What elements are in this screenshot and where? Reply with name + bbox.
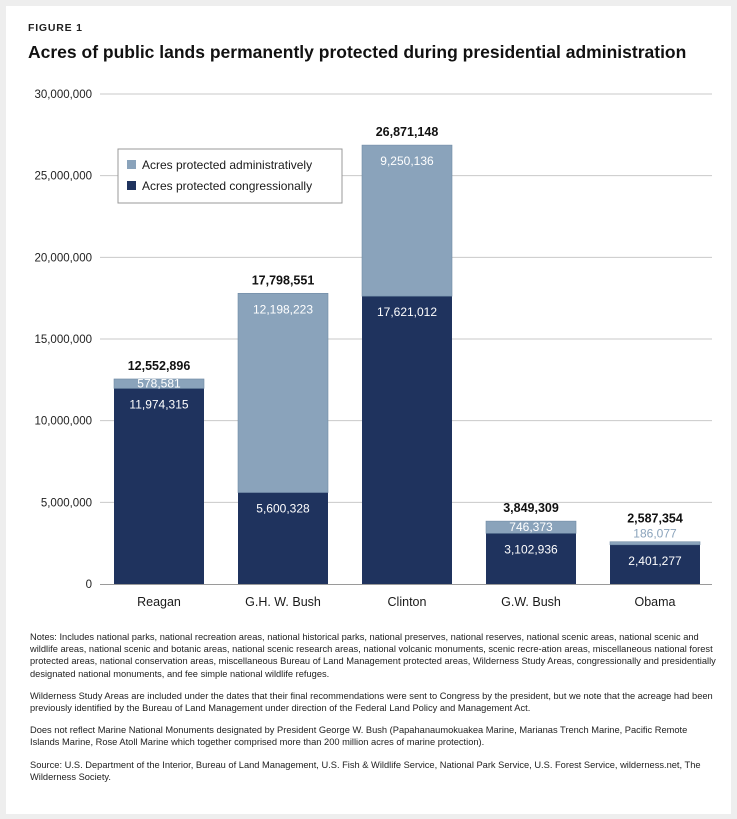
bar-congressional: [238, 492, 328, 584]
x-tick-label: Reagan: [137, 595, 181, 609]
bar-administrative-outline: [237, 292, 329, 493]
bars: [113, 144, 701, 584]
chart-title: Acres of public lands permanently protec…: [28, 42, 687, 62]
x-tick-label: G.W. Bush: [501, 595, 561, 609]
data-label-total: 2,587,354: [627, 512, 683, 526]
bar-administrative: [114, 378, 204, 389]
y-tick-label: 5,000,000: [41, 497, 92, 509]
notes-section: Notes: Includes national parks, national…: [30, 631, 716, 793]
note-source: Source: U.S. Department of the Interior,…: [30, 759, 701, 782]
bar-administrative: [486, 521, 576, 534]
data-label-congressional: 17,621,012: [377, 305, 437, 319]
bar-congressional: [114, 388, 204, 584]
data-labels: 11,974,315 578,581 12,552,896 5,600,328 12,1…: [128, 125, 683, 568]
bar-congressional: [362, 296, 452, 584]
y-tick-label: 15,000,000: [34, 334, 92, 346]
note-wilderness-study-areas: Wilderness Study Areas are included unde…: [30, 690, 713, 714]
legend-swatch: [127, 181, 136, 190]
bar-administrative: [362, 145, 452, 297]
figure-label: FIGURE 1: [28, 22, 83, 34]
bar-administrative-outline: [361, 144, 453, 297]
bar-chart: 11,974,315 578,581 12,552,896 5,600,328 12,1…: [34, 89, 712, 609]
data-label-congressional: 5,600,328: [256, 502, 310, 516]
y-tick-label: 10,000,000: [34, 416, 92, 428]
legend-box: [117, 148, 343, 204]
data-label-total: 3,849,309: [503, 501, 559, 515]
x-tick-label: Obama: [635, 595, 676, 609]
bar-administrative-outline: [485, 520, 577, 534]
legend-label: Acres protected congressionally: [142, 179, 312, 193]
data-label-administrative: 9,250,136: [380, 154, 434, 168]
bar-administrative-outline: [609, 541, 701, 546]
bar-administrative-outline: [113, 378, 205, 389]
axes: 0 5,000,000 10,000,000 15,000,000 20,000,000…: [34, 89, 712, 609]
note-includes: Notes: Includes national parks, national…: [30, 632, 716, 679]
bar-administrative: [238, 293, 328, 493]
data-label-congressional: 2,401,277: [628, 554, 682, 568]
data-label-administrative: 746,373: [509, 520, 553, 534]
x-tick-label: G.H. W. Bush: [245, 595, 321, 609]
legend-swatch: [127, 160, 136, 169]
legend-label: Acres protected administratively: [142, 158, 312, 172]
data-label-administrative: 186,077: [633, 527, 677, 541]
y-tick-label: 20,000,000: [34, 252, 92, 264]
data-label-total: 17,798,551: [252, 273, 315, 287]
data-label-administrative: 578,581: [137, 377, 181, 391]
data-label-total: 26,871,148: [376, 125, 439, 139]
bar-administrative: [610, 541, 700, 545]
legend: Acres protected administratively Acres pr…: [117, 148, 343, 204]
y-tick-label: 0: [86, 579, 92, 591]
data-label-total: 12,552,896: [128, 359, 191, 373]
bar-congressional: [486, 533, 576, 584]
x-tick-label: Clinton: [388, 595, 427, 609]
data-label-congressional: 3,102,936: [504, 542, 558, 556]
y-tick-label: 30,000,000: [34, 89, 92, 101]
data-label-congressional: 11,974,315: [129, 397, 188, 411]
data-label-administrative: 12,198,223: [253, 302, 313, 316]
bar-congressional: [610, 544, 700, 584]
y-tick-label: 25,000,000: [34, 171, 92, 183]
note-marine-monuments: Does not reflect Marine National Monumen…: [30, 725, 688, 748]
